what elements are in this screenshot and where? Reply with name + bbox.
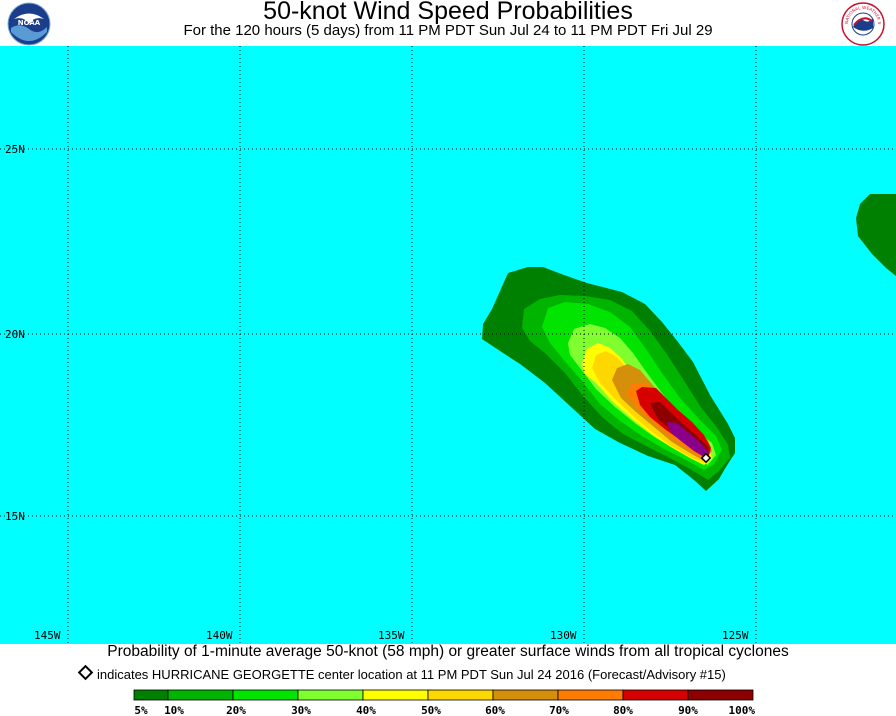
legend-label: 10% xyxy=(164,704,184,716)
map-caption: Probability of 1-minute average 50-knot … xyxy=(107,643,789,660)
legend-label: 40% xyxy=(356,704,376,716)
legend-swatch xyxy=(622,689,689,701)
legend-swatch xyxy=(362,689,429,701)
legend-swatch xyxy=(557,689,624,701)
lat-label: 15N xyxy=(5,510,25,523)
legend-label: 20% xyxy=(226,704,246,716)
legend-swatch xyxy=(492,689,559,701)
legend-label: 30% xyxy=(291,704,311,716)
ocean xyxy=(0,46,896,644)
storm-note: indicates HURRICANE GEORGETTE center loc… xyxy=(77,664,726,682)
legend-swatch xyxy=(167,689,234,701)
legend-label: 80% xyxy=(613,704,633,716)
legend-label: 90% xyxy=(678,704,698,716)
diamond-icon xyxy=(77,664,94,681)
legend-swatch xyxy=(133,689,169,701)
legend-label: 60% xyxy=(485,704,505,716)
noaa-logo-text: NOAA xyxy=(18,19,41,27)
page-title: 50-knot Wind Speed Probabilities xyxy=(263,0,633,25)
lat-label: 25N xyxy=(5,143,25,156)
legend-swatch xyxy=(427,689,494,701)
longitude-labels: 145W 140W 135W 130W 125W xyxy=(34,629,749,642)
legend: 5% 10% 20% 30% 40% 50% 60% 70% 80% 90% 100% xyxy=(133,689,756,716)
legend-label: 100% xyxy=(729,704,756,716)
probability-contours xyxy=(482,194,896,491)
nws-logo: NATIONAL WEATHER SERVICE xyxy=(839,0,886,46)
lon-label: 130W xyxy=(550,629,577,642)
lon-label: 140W xyxy=(206,629,233,642)
gridlines xyxy=(0,46,896,644)
legend-swatch xyxy=(687,689,754,701)
lon-label: 125W xyxy=(722,629,749,642)
legend-swatch xyxy=(232,689,299,701)
legend-label: 5% xyxy=(134,704,148,716)
map[interactable]: 25N 20N 15N 145W 140W 135W 130W 125W xyxy=(0,46,896,644)
legend-swatch xyxy=(297,689,364,701)
latitude-labels: 25N 20N 15N xyxy=(5,143,25,523)
noaa-logo: NOAA xyxy=(6,2,52,46)
storm-note-text: indicates HURRICANE GEORGETTE center loc… xyxy=(97,667,726,682)
contour-5-east-system xyxy=(856,194,896,276)
lat-label: 20N xyxy=(5,328,25,341)
lon-label: 145W xyxy=(34,629,61,642)
legend-label: 50% xyxy=(421,704,441,716)
lon-label: 135W xyxy=(378,629,405,642)
header: NOAA 50-knot Wind Speed Probabilities Fo… xyxy=(0,0,896,46)
page-subtitle: For the 120 hours (5 days) from 11 PM PD… xyxy=(183,22,713,39)
storm-center-diamond-icon[interactable] xyxy=(700,452,712,464)
contour-100 xyxy=(667,422,709,457)
legend-label: 70% xyxy=(549,704,569,716)
